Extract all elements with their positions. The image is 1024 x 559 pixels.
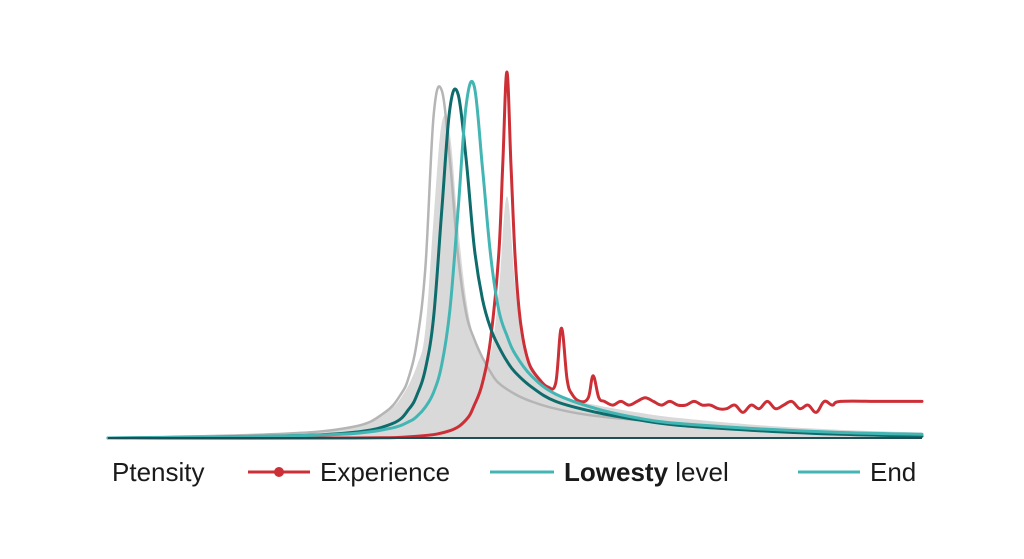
series-layer [106,70,924,440]
legend-lead-label: Ptensity [112,457,205,487]
legend-entry-end: End [798,457,916,487]
legend-label-lowesty-bold: Lowesty [564,457,669,487]
legend: Ptensity Experience Lowesty level End [112,457,916,487]
legend-entry-lowesty-level: Lowesty level [490,457,729,487]
legend-label-experience: Experience [320,457,450,487]
series-line-end [106,80,924,440]
legend-label-lowesty-level: Lowesty level [564,457,729,487]
legend-label-lowesty-rest: level [668,457,729,487]
series-line-ptensity-outline [106,85,924,440]
series-line-experience [106,70,924,440]
series-line-lowesty-level [106,87,924,440]
legend-marker-experience [274,467,284,477]
legend-entry-experience: Experience [248,457,450,487]
legend-label-end: End [870,457,916,487]
